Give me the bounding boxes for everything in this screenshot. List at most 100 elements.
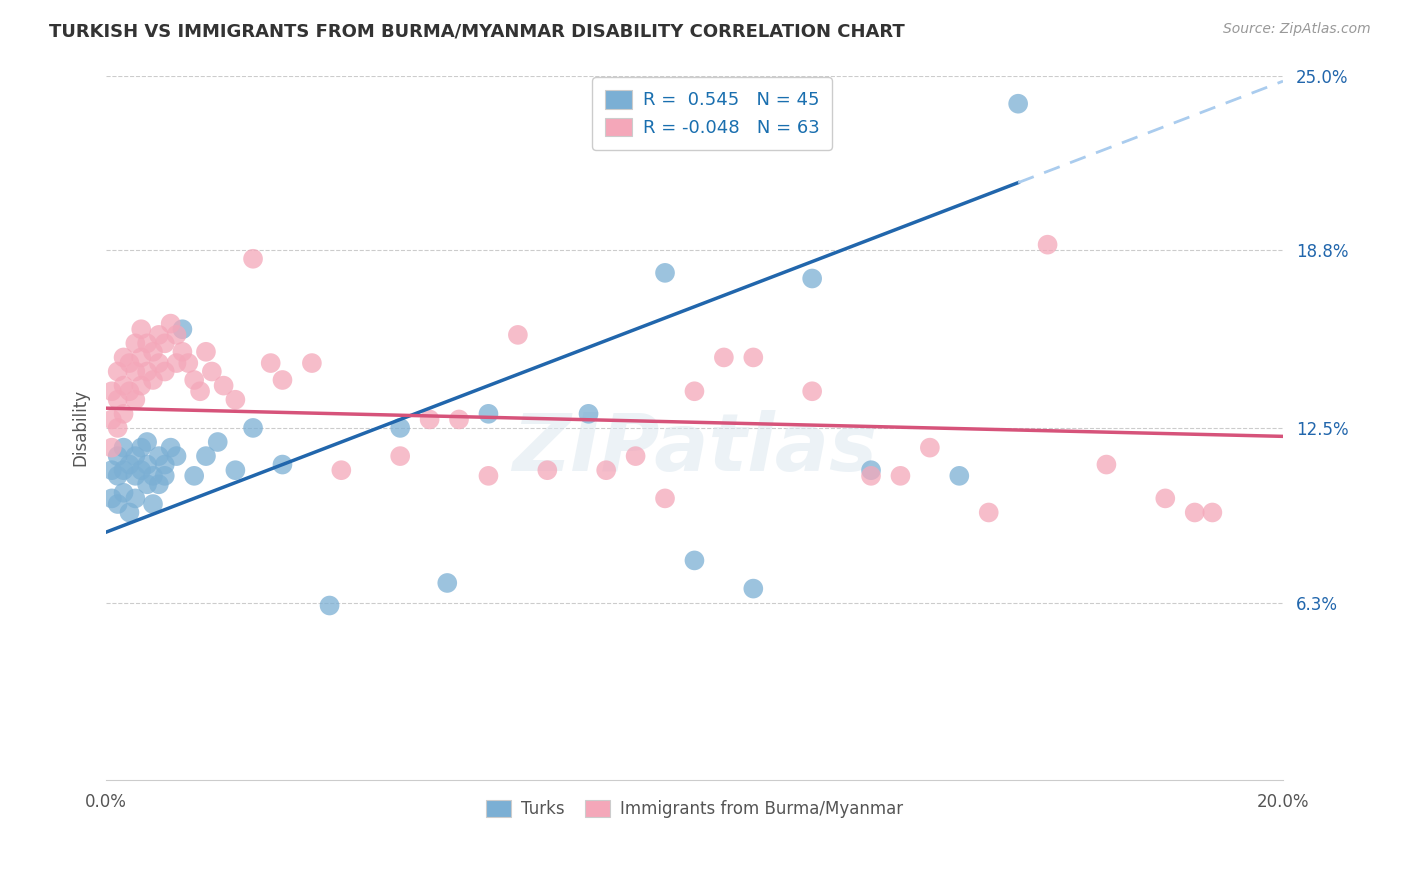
Point: [107, 421, 129, 435]
Point: [713, 351, 735, 365]
Point: [1007, 96, 1029, 111]
Point: [242, 421, 264, 435]
Point: [136, 477, 159, 491]
Point: [159, 441, 181, 455]
Point: [889, 468, 911, 483]
Point: [389, 449, 412, 463]
Point: [101, 491, 124, 506]
Point: [148, 449, 170, 463]
Point: [242, 252, 264, 266]
Point: [112, 441, 135, 455]
Point: [136, 365, 159, 379]
Point: [166, 327, 188, 342]
Point: [224, 392, 246, 407]
Point: [271, 458, 294, 472]
Point: [118, 356, 141, 370]
Point: [129, 351, 152, 365]
Point: [1154, 491, 1177, 506]
Point: [129, 441, 152, 455]
Point: [153, 468, 176, 483]
Point: [118, 384, 141, 399]
Point: [654, 266, 676, 280]
Point: [207, 435, 229, 450]
Point: [112, 407, 135, 421]
Point: [578, 407, 600, 421]
Point: [683, 553, 706, 567]
Point: [129, 322, 152, 336]
Point: [201, 365, 224, 379]
Point: [142, 497, 165, 511]
Text: ZIPatlas: ZIPatlas: [512, 410, 877, 488]
Point: [477, 468, 499, 483]
Point: [166, 449, 188, 463]
Point: [124, 365, 146, 379]
Point: [124, 336, 146, 351]
Point: [918, 441, 941, 455]
Point: [107, 449, 129, 463]
Point: [742, 351, 765, 365]
Text: TURKISH VS IMMIGRANTS FROM BURMA/MYANMAR DISABILITY CORRELATION CHART: TURKISH VS IMMIGRANTS FROM BURMA/MYANMAR…: [49, 22, 905, 40]
Point: [124, 449, 146, 463]
Point: [188, 384, 211, 399]
Point: [107, 392, 129, 407]
Point: [124, 468, 146, 483]
Point: [183, 468, 205, 483]
Point: [419, 412, 441, 426]
Point: [101, 441, 124, 455]
Point: [136, 458, 159, 472]
Point: [595, 463, 617, 477]
Point: [742, 582, 765, 596]
Point: [624, 449, 647, 463]
Point: [112, 351, 135, 365]
Point: [153, 336, 176, 351]
Point: [136, 435, 159, 450]
Point: [1095, 458, 1118, 472]
Point: [318, 599, 340, 613]
Point: [801, 271, 824, 285]
Point: [477, 407, 499, 421]
Point: [389, 421, 412, 435]
Point: [107, 365, 129, 379]
Point: [159, 317, 181, 331]
Point: [129, 463, 152, 477]
Point: [1036, 237, 1059, 252]
Point: [142, 373, 165, 387]
Point: [107, 497, 129, 511]
Point: [129, 378, 152, 392]
Point: [948, 468, 970, 483]
Point: [101, 463, 124, 477]
Point: [172, 344, 194, 359]
Point: [436, 576, 458, 591]
Point: [683, 384, 706, 399]
Point: [118, 458, 141, 472]
Point: [183, 373, 205, 387]
Point: [172, 322, 194, 336]
Point: [330, 463, 353, 477]
Point: [124, 491, 146, 506]
Point: [101, 384, 124, 399]
Point: [1201, 506, 1223, 520]
Point: [212, 378, 235, 392]
Point: [153, 458, 176, 472]
Point: [654, 491, 676, 506]
Point: [271, 373, 294, 387]
Point: [177, 356, 200, 370]
Point: [153, 365, 176, 379]
Point: [166, 356, 188, 370]
Point: [112, 485, 135, 500]
Point: [194, 449, 217, 463]
Point: [506, 327, 529, 342]
Point: [801, 384, 824, 399]
Point: [301, 356, 323, 370]
Point: [112, 378, 135, 392]
Point: [112, 463, 135, 477]
Point: [136, 336, 159, 351]
Y-axis label: Disability: Disability: [72, 389, 89, 467]
Point: [860, 463, 883, 477]
Point: [118, 506, 141, 520]
Point: [124, 392, 146, 407]
Point: [1184, 506, 1206, 520]
Point: [148, 477, 170, 491]
Point: [148, 356, 170, 370]
Legend: Turks, Immigrants from Burma/Myanmar: Turks, Immigrants from Burma/Myanmar: [479, 793, 910, 825]
